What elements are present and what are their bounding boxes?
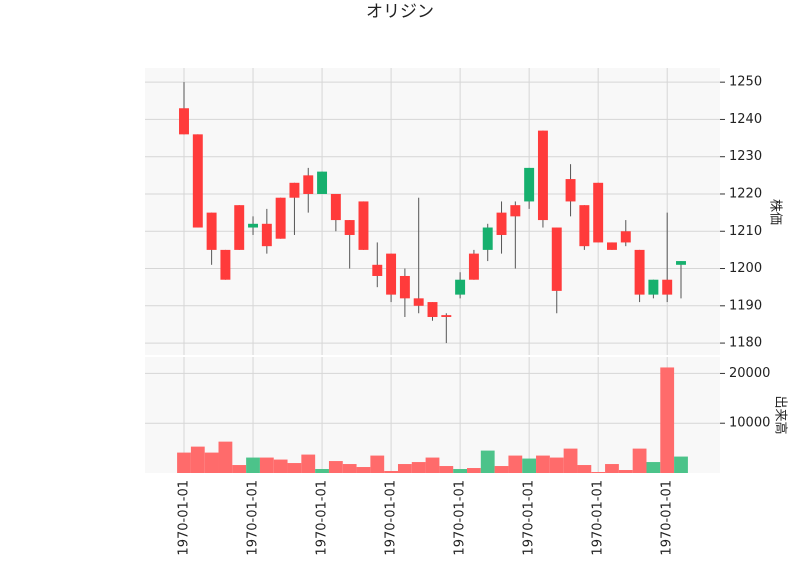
candle-body <box>372 264 383 276</box>
candle-body <box>662 279 673 295</box>
candle-body <box>317 171 328 194</box>
volume-bar <box>411 462 426 473</box>
volume-bar <box>177 452 191 473</box>
volume-bar <box>605 464 619 473</box>
volume-bar <box>453 469 468 473</box>
x-tick-label: 1970-01-01 <box>177 480 192 556</box>
volume-bar <box>328 461 343 473</box>
candle-body <box>386 253 397 295</box>
y-tick-label: 1230 <box>729 149 762 164</box>
volume-bar <box>618 470 633 473</box>
volume-bar <box>522 458 537 473</box>
candle-body <box>565 179 576 202</box>
candle-body <box>593 182 604 243</box>
volume-bar <box>190 446 205 473</box>
volume-tick-label: 20000 <box>729 366 770 381</box>
volume-bar <box>632 448 647 473</box>
candle-body <box>620 231 631 243</box>
y-axis-label: 株価 <box>768 199 783 225</box>
y-tick-label: 1250 <box>729 75 762 90</box>
candle-body <box>455 279 466 295</box>
candle-body <box>634 249 645 295</box>
volume-bar <box>577 465 592 473</box>
candle-body <box>579 205 590 247</box>
x-tick-label: 1970-01-01 <box>315 480 330 556</box>
candle-body <box>248 223 258 228</box>
x-tick-label: 1970-01-01 <box>384 480 399 556</box>
candle-body <box>303 175 314 194</box>
volume-bar <box>439 466 454 473</box>
volume-bar <box>467 468 481 473</box>
volume-bar <box>370 455 385 473</box>
volume-bar <box>246 457 260 473</box>
candle-body <box>234 205 245 250</box>
candle-body <box>482 227 493 250</box>
candle-body <box>261 223 272 247</box>
y-tick-label: 1220 <box>729 186 762 201</box>
candle-body <box>399 275 410 299</box>
candle-body <box>524 167 535 202</box>
candle-body <box>468 253 479 280</box>
x-tick-label: 1970-01-01 <box>660 480 675 556</box>
volume-bar <box>218 441 233 473</box>
volume-bar <box>384 471 398 473</box>
candle-body <box>220 249 231 280</box>
candle-body <box>510 205 521 217</box>
volume-bar <box>536 455 550 473</box>
candle-body <box>330 193 341 221</box>
x-tick-label: 1970-01-01 <box>522 480 537 556</box>
candle-body <box>275 197 286 239</box>
volume-bar <box>301 454 316 473</box>
candle-body <box>441 315 452 317</box>
x-tick-label: 1970-01-01 <box>591 480 606 556</box>
volume-bar <box>660 367 675 473</box>
candle-body <box>607 242 617 250</box>
y-tick-label: 1240 <box>729 112 762 127</box>
volume-bar <box>273 459 288 473</box>
chart-title: オリジン <box>366 2 434 22</box>
candle-body <box>551 227 562 291</box>
volume-bar <box>287 463 302 473</box>
volume-bar <box>674 456 688 473</box>
candle-body <box>344 220 355 235</box>
volume-bar <box>356 467 371 473</box>
candle-body <box>537 130 548 221</box>
volume-bar <box>549 457 564 473</box>
volume-bar <box>315 469 329 473</box>
volume-panel <box>145 357 720 473</box>
candle-body <box>206 212 217 250</box>
candle-body <box>192 134 203 228</box>
volume-bar <box>397 464 412 473</box>
y-tick-label: 1200 <box>729 261 762 276</box>
x-tick-label: 1970-01-01 <box>246 480 261 556</box>
volume-bar <box>591 472 606 473</box>
candle-body <box>413 298 424 306</box>
candle-body <box>676 261 686 265</box>
volume-bar <box>494 466 509 473</box>
volume-bar <box>508 455 523 473</box>
candle-body <box>358 201 369 250</box>
volume-bar <box>232 465 247 473</box>
volume-axis-label: 出来高 <box>773 395 789 434</box>
candle-body <box>289 182 300 198</box>
volume-tick-label: 10000 <box>729 416 770 431</box>
y-tick-label: 1210 <box>729 224 762 239</box>
volume-bar <box>425 457 440 473</box>
candle-body <box>179 108 189 135</box>
volume-bar <box>480 450 495 473</box>
candle-body <box>496 212 507 235</box>
y-tick-label: 1190 <box>729 298 762 313</box>
volume-bar <box>342 464 357 473</box>
volume-bar <box>204 452 219 473</box>
y-tick-label: 1180 <box>729 336 762 351</box>
volume-bar <box>259 457 274 473</box>
candle-body <box>648 279 659 295</box>
candle-body <box>427 302 438 317</box>
volume-bar <box>563 448 578 473</box>
volume-bar <box>646 462 661 473</box>
x-tick-label: 1970-01-01 <box>453 480 468 556</box>
